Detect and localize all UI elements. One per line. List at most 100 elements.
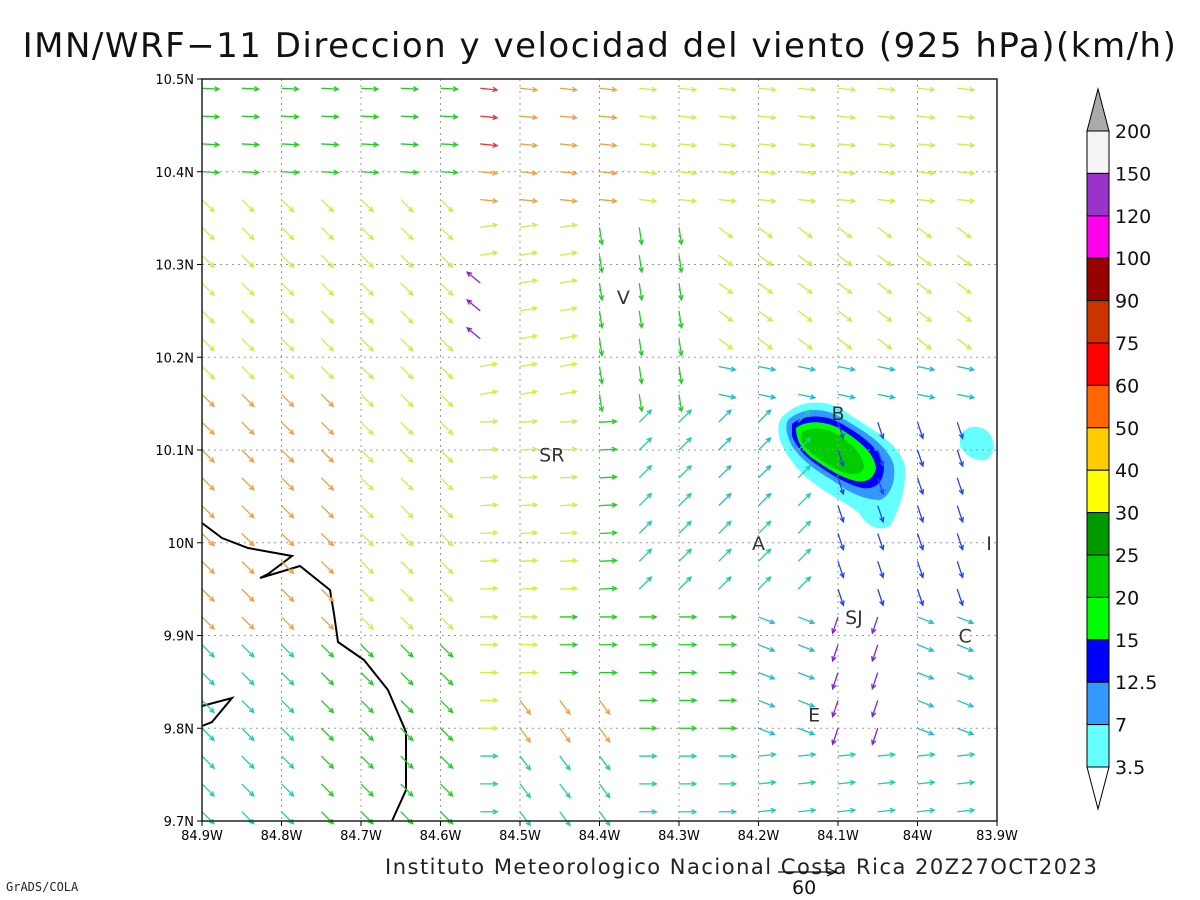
wind-vector: [201, 755, 216, 770]
wind-vector: [877, 807, 897, 814]
wind-vector: [201, 226, 216, 241]
wind-vector: [281, 588, 295, 603]
wind-vector: [281, 226, 295, 241]
place-label-sr: SR: [539, 445, 564, 467]
wind-vector: [678, 548, 693, 562]
wind-vector: [320, 254, 335, 269]
wind-vector: [281, 560, 295, 575]
wind-vector: [917, 616, 935, 625]
wind-vector: [400, 727, 414, 742]
wind-vector: [519, 755, 532, 771]
wind-vector: [241, 199, 255, 213]
wind-vector: [519, 170, 539, 176]
wind-vector: [241, 310, 255, 324]
wind-vector: [758, 338, 774, 350]
wind-vector: [599, 446, 618, 453]
wind-vector: [440, 393, 454, 408]
wind-vector: [797, 576, 812, 590]
wind-vector: [639, 114, 658, 121]
wind-vector: [956, 449, 964, 468]
wind-vector: [360, 199, 375, 213]
wind-vector: [559, 474, 579, 480]
wind-vector: [320, 477, 335, 491]
wind-vector: [957, 170, 976, 176]
wind-vector: [678, 114, 698, 121]
colorbar-swatch: [1086, 512, 1110, 556]
wind-vector: [679, 781, 698, 787]
colorbar-label: 12.5: [1115, 672, 1157, 694]
wind-vector: [400, 449, 414, 464]
wind-vector: [281, 533, 295, 547]
wind-vector: [559, 614, 579, 620]
wind-vector: [599, 170, 618, 176]
wind-vector: [201, 113, 221, 120]
wind-vector: [400, 560, 414, 575]
wind-vector: [360, 477, 375, 491]
wind-vector: [837, 170, 857, 176]
wind-vector: [679, 808, 698, 815]
wind-vector: [241, 644, 255, 658]
wind-vector: [957, 393, 976, 400]
wind-vector: [877, 779, 897, 786]
wind-vector: [639, 642, 658, 648]
wind-vector: [917, 198, 936, 204]
y-tick-label: 10N: [168, 537, 194, 552]
wind-vector: [957, 198, 976, 204]
wind-vector: [201, 310, 216, 324]
wind-vector: [916, 561, 925, 579]
wind-vector: [360, 533, 375, 547]
wind-vector: [400, 310, 414, 324]
wind-vector: [519, 278, 539, 284]
wind-vector: [519, 361, 539, 368]
wind-vector: [877, 254, 893, 267]
wind-vector: [837, 365, 857, 372]
wind-vector: [831, 616, 839, 635]
wind-vector: [321, 169, 340, 176]
wind-vector: [400, 338, 414, 352]
wind-vector: [599, 114, 618, 121]
wind-vector: [877, 477, 885, 496]
wind-vector: [559, 222, 578, 229]
wind-vector: [871, 616, 879, 635]
wind-vector: [440, 588, 454, 603]
wind-vector: [241, 338, 255, 352]
wind-vector: [480, 808, 499, 815]
wind-vector: [281, 366, 295, 380]
wind-vector: [718, 614, 738, 620]
colorbar-label: 15: [1115, 630, 1139, 652]
axis-tick-labels: 84.9W 84.8W 84.7W 84.6W 84.5W 84.4W 84.3W 84.2W…: [155, 73, 1018, 844]
wind-vector: [678, 394, 684, 413]
place-labels: V SR B A I SJ C E: [539, 287, 992, 726]
wind-vector: [360, 783, 375, 797]
wind-vector: [638, 338, 644, 357]
wind-vector: [281, 199, 295, 213]
wind-vector: [837, 588, 845, 607]
wind-vector: [559, 142, 579, 148]
wind-vector: [956, 310, 973, 322]
wind-vector: [798, 779, 817, 786]
wind-vector: [916, 449, 925, 468]
wind-vector: [201, 254, 216, 269]
wind-vector: [360, 699, 375, 714]
wind-vector: [718, 520, 732, 534]
wind-vector: [440, 560, 454, 575]
wind-vector: [956, 254, 973, 267]
wind-vector: [440, 449, 454, 464]
wind-vector: [678, 227, 684, 246]
wind-vector: [837, 142, 857, 148]
x-tick-label: 84.6W: [420, 829, 462, 844]
wind-vector: [201, 672, 216, 686]
wind-vector: [837, 752, 857, 758]
wind-vector: [598, 366, 605, 385]
wind-vector: [201, 588, 216, 603]
wind-vector: [360, 421, 375, 436]
wind-vector: [559, 669, 579, 676]
wind-vector: [599, 585, 618, 592]
wind-vector: [519, 306, 539, 312]
wind-vector: [877, 310, 893, 322]
wind-vector: [758, 393, 777, 400]
wind-vector: [877, 449, 885, 468]
wind-vector: [360, 811, 375, 825]
wind-vector: [957, 699, 975, 708]
wind-vector: [440, 421, 454, 436]
